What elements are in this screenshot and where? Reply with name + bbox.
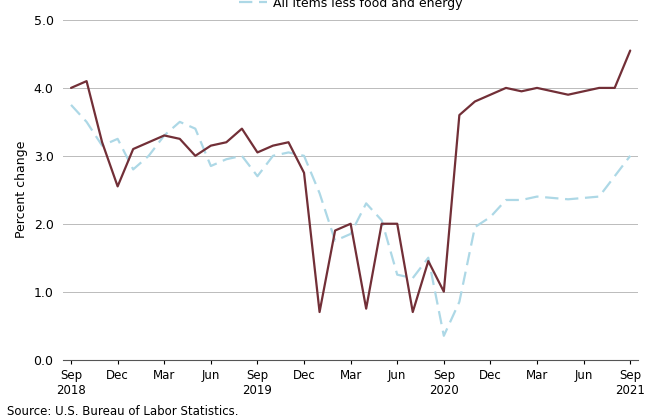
All items [424, 259, 432, 264]
All items less food and energy [222, 157, 230, 162]
All items [300, 170, 308, 175]
All items [207, 143, 215, 148]
Y-axis label: Percent change: Percent change [15, 141, 28, 239]
All items [393, 221, 401, 226]
All items less food and energy [269, 153, 277, 158]
All items [98, 140, 106, 145]
All items less food and energy [83, 119, 91, 124]
All items [626, 48, 634, 53]
All items less food and energy [129, 167, 137, 172]
Legend: All items, All items less food and energy: All items, All items less food and energ… [239, 0, 462, 10]
All items less food and energy [362, 201, 370, 206]
All items [549, 89, 557, 94]
All items [564, 92, 572, 97]
All items less food and energy [300, 153, 308, 158]
All items less food and energy [98, 143, 106, 148]
All items less food and energy [176, 119, 184, 124]
All items less food and energy [502, 197, 510, 202]
All items [408, 310, 416, 315]
All items [440, 289, 447, 294]
All items less food and energy [253, 174, 261, 179]
All items less food and energy [518, 197, 525, 202]
All items less food and energy [346, 231, 354, 236]
All items less food and energy [331, 238, 339, 243]
All items [346, 221, 354, 226]
All items [455, 113, 463, 118]
All items [114, 184, 122, 189]
All items [486, 92, 494, 97]
All items [129, 147, 137, 152]
All items [83, 79, 91, 84]
All items [191, 153, 199, 158]
All items [315, 310, 323, 315]
All items [533, 85, 541, 90]
All items [502, 85, 510, 90]
All items [331, 228, 339, 233]
All items [145, 140, 153, 145]
All items [595, 85, 603, 90]
All items [269, 143, 277, 148]
All items [253, 150, 261, 155]
All items less food and energy [238, 153, 246, 158]
Line: All items: All items [71, 50, 630, 312]
All items less food and energy [549, 195, 557, 200]
All items [518, 89, 525, 94]
All items less food and energy [114, 136, 122, 142]
All items [471, 99, 479, 104]
All items less food and energy [284, 150, 292, 155]
All items [377, 221, 385, 226]
All items less food and energy [424, 255, 432, 260]
All items [67, 85, 75, 90]
All items less food and energy [564, 197, 572, 202]
All items less food and energy [471, 225, 479, 230]
All items [362, 306, 370, 311]
All items [284, 140, 292, 145]
All items less food and energy [207, 163, 215, 168]
All items [238, 126, 246, 131]
All items less food and energy [145, 153, 153, 158]
All items less food and energy [393, 272, 401, 277]
All items [580, 89, 588, 94]
All items less food and energy [533, 194, 541, 199]
All items [611, 85, 619, 90]
All items [176, 136, 184, 142]
All items less food and energy [595, 194, 603, 199]
All items less food and energy [67, 102, 75, 108]
All items less food and energy [611, 174, 619, 179]
All items less food and energy [377, 218, 385, 223]
Text: Source: U.S. Bureau of Labor Statistics.: Source: U.S. Bureau of Labor Statistics. [7, 405, 238, 418]
All items less food and energy [580, 195, 588, 200]
All items less food and energy [626, 153, 634, 158]
All items less food and energy [191, 126, 199, 131]
All items less food and energy [315, 191, 323, 196]
All items less food and energy [440, 333, 447, 339]
All items less food and energy [455, 299, 463, 304]
All items [222, 140, 230, 145]
Line: All items less food and energy: All items less food and energy [71, 105, 630, 336]
All items [160, 133, 168, 138]
All items less food and energy [408, 276, 416, 281]
All items less food and energy [486, 215, 494, 220]
All items less food and energy [160, 133, 168, 138]
